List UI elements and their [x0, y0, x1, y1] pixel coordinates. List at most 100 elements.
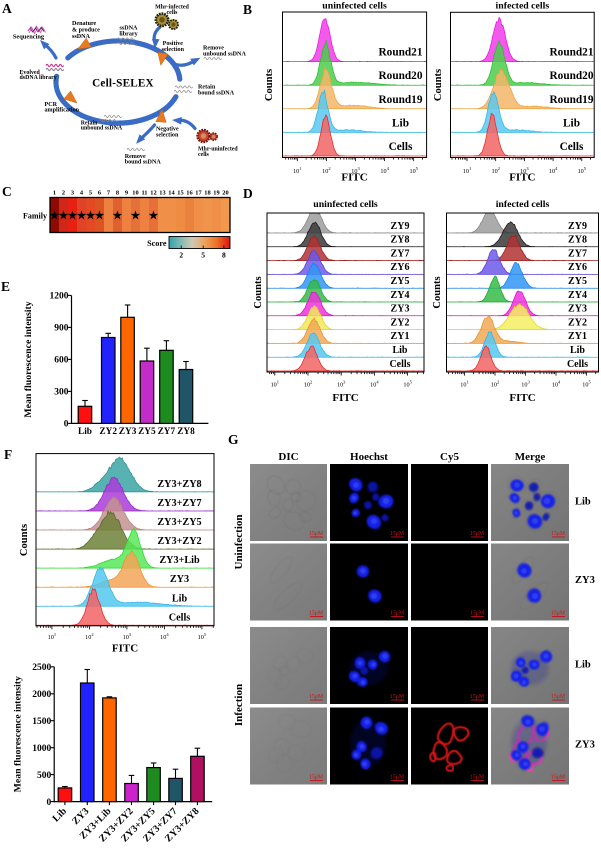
svg-text:15μM: 15μM [309, 775, 323, 781]
svg-text:15μM: 15μM [470, 775, 484, 781]
svg-text:ZY6: ZY6 [568, 262, 587, 273]
svg-text:Remove: Remove [203, 46, 224, 52]
svg-text:2000: 2000 [32, 690, 51, 700]
svg-text:15μM: 15μM [309, 531, 323, 537]
svg-text:& produce: & produce [72, 28, 100, 34]
svg-text:Mhr-infected: Mhr-infected [155, 5, 189, 11]
svg-text:ZY2: ZY2 [568, 317, 587, 328]
svg-text:16: 16 [186, 190, 193, 197]
svg-text:105: 105 [198, 632, 207, 641]
svg-text:Lib: Lib [575, 660, 591, 671]
svg-text:Counts: Counts [264, 69, 275, 101]
svg-text:103: 103 [520, 166, 529, 175]
svg-text:DIC: DIC [278, 451, 298, 463]
svg-text:104: 104 [160, 632, 169, 641]
svg-text:C: C [2, 184, 12, 199]
svg-text:Counts: Counts [19, 524, 30, 556]
svg-text:A: A [2, 1, 12, 16]
svg-text:11: 11 [141, 190, 147, 197]
svg-text:103: 103 [351, 166, 360, 175]
svg-text:FITC: FITC [341, 172, 367, 184]
svg-text:FITC: FITC [509, 392, 535, 404]
svg-text:B: B [243, 2, 252, 17]
svg-text:ssDNA: ssDNA [120, 26, 139, 32]
svg-text:Hoechst: Hoechst [350, 451, 388, 463]
svg-text:FITC: FITC [112, 643, 138, 655]
svg-text:Lib: Lib [392, 117, 409, 129]
svg-text:15: 15 [177, 190, 183, 197]
svg-text:101: 101 [271, 380, 279, 389]
svg-text:FITC: FITC [332, 392, 358, 404]
svg-text:105: 105 [403, 380, 412, 389]
svg-text:★: ★ [67, 209, 78, 223]
svg-text:Cells: Cells [560, 141, 584, 153]
svg-text:Lib: Lib [172, 593, 188, 604]
svg-text:unbound ssDNA: unbound ssDNA [203, 52, 246, 58]
svg-text:ZY3: ZY3 [568, 304, 587, 315]
svg-text:2: 2 [179, 251, 183, 260]
svg-text:ZY2: ZY2 [391, 317, 410, 328]
svg-text:ZY3: ZY3 [575, 740, 595, 751]
svg-text:600: 600 [54, 356, 69, 366]
svg-text:Counts: Counts [432, 276, 443, 308]
svg-text:★: ★ [76, 209, 87, 223]
svg-text:18: 18 [204, 190, 210, 197]
svg-text:104: 104 [380, 166, 389, 175]
svg-text:17: 17 [195, 190, 202, 197]
svg-text:0: 0 [64, 420, 69, 430]
svg-text:Mean fluorescence intensity: Mean fluorescence intensity [13, 676, 24, 792]
svg-text:ZY8: ZY8 [177, 427, 195, 437]
svg-text:ZY8: ZY8 [568, 235, 587, 246]
svg-text:Family: Family [23, 212, 47, 221]
svg-text:104: 104 [552, 380, 561, 389]
svg-text:ZY3+ZY7: ZY3+ZY7 [157, 498, 201, 509]
svg-text:15μM: 15μM [551, 531, 565, 537]
svg-text:Counts: Counts [433, 69, 444, 101]
svg-text:Round20: Round20 [550, 70, 594, 82]
svg-text:15μM: 15μM [390, 531, 404, 537]
svg-text:Round19: Round19 [379, 94, 423, 106]
svg-text:ZY7: ZY7 [158, 427, 176, 437]
svg-text:Evolved: Evolved [20, 70, 41, 76]
svg-text:101: 101 [463, 166, 471, 175]
svg-text:library: library [119, 32, 137, 38]
svg-text:Uninfection: Uninfection [233, 515, 245, 570]
svg-text:E: E [1, 279, 10, 294]
svg-text:selection: selection [156, 133, 179, 139]
svg-text:Cells: Cells [389, 141, 413, 153]
svg-text:7: 7 [107, 190, 111, 197]
svg-text:ZY4: ZY4 [568, 290, 587, 301]
svg-text:Counts: Counts [253, 276, 264, 308]
svg-text:Infection: Infection [233, 684, 245, 726]
svg-text:2: 2 [62, 190, 65, 197]
svg-text:ZY3: ZY3 [575, 575, 595, 586]
svg-text:★: ★ [94, 209, 105, 223]
svg-text:Denature: Denature [72, 21, 97, 27]
svg-text:dsDNA library: dsDNA library [20, 75, 57, 81]
svg-text:ZY3: ZY3 [391, 304, 410, 315]
svg-text:101: 101 [293, 166, 301, 175]
svg-text:2500: 2500 [32, 663, 51, 673]
svg-text:Cells: Cells [389, 359, 410, 370]
svg-text:Round19: Round19 [550, 94, 594, 106]
svg-text:ZY3+ZY8: ZY3+ZY8 [157, 479, 201, 490]
svg-text:ZY5: ZY5 [138, 427, 156, 437]
svg-text:15μM: 15μM [309, 611, 323, 617]
svg-text:101: 101 [460, 380, 468, 389]
svg-text:15μM: 15μM [551, 611, 565, 617]
svg-text:bound ssDNA: bound ssDNA [198, 91, 235, 97]
svg-text:Positive: Positive [163, 41, 184, 47]
svg-text:Mean fluorescence intensity: Mean fluorescence intensity [23, 301, 34, 417]
svg-text:1: 1 [53, 190, 56, 197]
svg-text:Round20: Round20 [379, 70, 423, 82]
svg-text:900: 900 [54, 324, 69, 334]
svg-text:ZY3+ZY5: ZY3+ZY5 [157, 517, 201, 528]
svg-text:ZY3: ZY3 [119, 427, 137, 437]
svg-text:10: 10 [132, 190, 138, 197]
svg-text:Lib: Lib [51, 806, 70, 825]
svg-text:★: ★ [49, 209, 60, 223]
svg-text:ZY3: ZY3 [170, 574, 189, 585]
svg-text:PCR: PCR [45, 102, 58, 108]
svg-text:3: 3 [71, 190, 74, 197]
svg-text:Round21: Round21 [550, 47, 594, 59]
